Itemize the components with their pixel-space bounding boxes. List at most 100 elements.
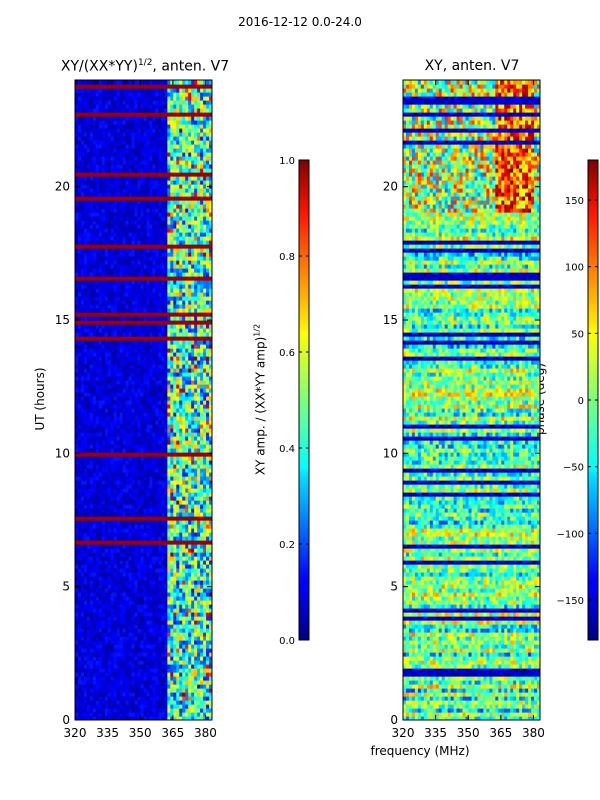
amplitude-cell [98, 572, 103, 577]
amplitude-cell [194, 624, 198, 629]
amplitude-cell [179, 504, 183, 509]
amplitude-cell [128, 372, 133, 377]
amplitude-cell [131, 556, 136, 561]
amplitude-cell [92, 608, 97, 613]
amplitude-cell [110, 520, 115, 525]
amplitude-cell [113, 324, 118, 329]
amplitude-cell [98, 592, 103, 597]
amplitude-cell [158, 600, 162, 605]
amplitude-cell [107, 340, 112, 345]
amplitude-cell [80, 568, 85, 573]
amplitude-cell [188, 456, 192, 461]
amplitude-cell [206, 380, 210, 385]
amplitude-cell [203, 312, 207, 317]
amplitude-cell [167, 412, 171, 417]
amplitude-cell [134, 552, 139, 557]
amplitude-cell [173, 680, 177, 685]
amplitude-cell [101, 648, 106, 653]
amplitude-cell [140, 704, 145, 709]
amplitude-cell [128, 432, 133, 437]
amplitude-cell [164, 324, 168, 329]
amplitude-cell [75, 292, 79, 297]
amplitude-cell [119, 528, 124, 533]
amplitude-cell [125, 308, 130, 313]
amplitude-cell [101, 304, 106, 309]
amplitude-cell [104, 504, 109, 509]
amplitude-cell [185, 572, 189, 577]
amplitude-cell [200, 640, 204, 645]
amplitude-cell [188, 620, 192, 625]
amplitude-cell [80, 328, 85, 333]
amplitude-cell [95, 544, 100, 549]
amplitude-cell [149, 632, 154, 637]
amplitude-cell [92, 444, 97, 449]
amplitude-cell [176, 460, 180, 465]
amplitude-cell [188, 388, 192, 393]
amplitude-cell [110, 612, 115, 617]
amplitude-cell [161, 616, 165, 621]
amplitude-cell [194, 564, 198, 569]
amplitude-cell [134, 460, 139, 465]
amplitude-cell [101, 352, 106, 357]
amplitude-cell [191, 296, 195, 301]
amplitude-cell [197, 680, 201, 685]
amplitude-cell [125, 548, 130, 553]
amplitude-cell [128, 340, 133, 345]
amplitude-cell [131, 632, 136, 637]
amplitude-cell [110, 676, 115, 681]
amplitude-cell [167, 552, 171, 557]
amplitude-cell [152, 484, 157, 489]
amplitude-cell [107, 344, 112, 349]
amplitude-cell [152, 300, 157, 305]
amplitude-cell [116, 388, 121, 393]
amplitude-cell [206, 332, 210, 337]
amplitude-cell [182, 632, 186, 637]
amplitude-cell [155, 672, 159, 677]
amplitude-cell [149, 412, 154, 417]
amplitude-cell [122, 556, 127, 561]
amplitude-cell [119, 360, 124, 365]
amplitude-cell [203, 332, 207, 337]
amplitude-cell [80, 440, 85, 445]
amplitude-cell [98, 648, 103, 653]
amplitude-cell [95, 428, 100, 433]
amplitude-cell [92, 480, 97, 485]
amplitude-cell [98, 640, 103, 645]
amplitude-cell [146, 480, 151, 485]
amplitude-cell [75, 420, 79, 425]
amplitude-cell [119, 476, 124, 481]
amplitude-cell [206, 496, 210, 501]
amplitude-cell [104, 436, 109, 441]
amplitude-cell [134, 348, 139, 353]
amplitude-cell [182, 412, 186, 417]
amplitude-cell [170, 584, 174, 589]
amplitude-cell [137, 416, 142, 421]
amplitude-cell [113, 572, 118, 577]
amplitude-cell [197, 616, 201, 621]
amplitude-cell [134, 680, 139, 685]
amplitude-cell [200, 680, 204, 685]
amplitude-cell [77, 388, 82, 393]
amplitude-cell [77, 648, 82, 653]
amplitude-cell [113, 416, 118, 421]
amplitude-cell [116, 508, 121, 513]
amplitude-cell [119, 388, 124, 393]
amplitude-cell [83, 648, 88, 653]
amplitude-cell [182, 488, 186, 493]
amplitude-cell [95, 344, 100, 349]
amplitude-cell [113, 640, 118, 645]
amplitude-cell [200, 656, 204, 661]
amplitude-cell [95, 384, 100, 389]
amplitude-cell [176, 664, 180, 669]
amplitude-cell [140, 668, 145, 673]
amplitude-cell [203, 544, 207, 549]
amplitude-cell [131, 428, 136, 433]
amplitude-cell [104, 376, 109, 381]
amplitude-cell [75, 616, 79, 621]
amplitude-cell [140, 420, 145, 425]
amplitude-cell [125, 496, 130, 501]
amplitude-cell [173, 488, 177, 493]
amplitude-cell [83, 548, 88, 553]
amplitude-cell [167, 648, 171, 653]
amplitude-cell [194, 340, 198, 345]
